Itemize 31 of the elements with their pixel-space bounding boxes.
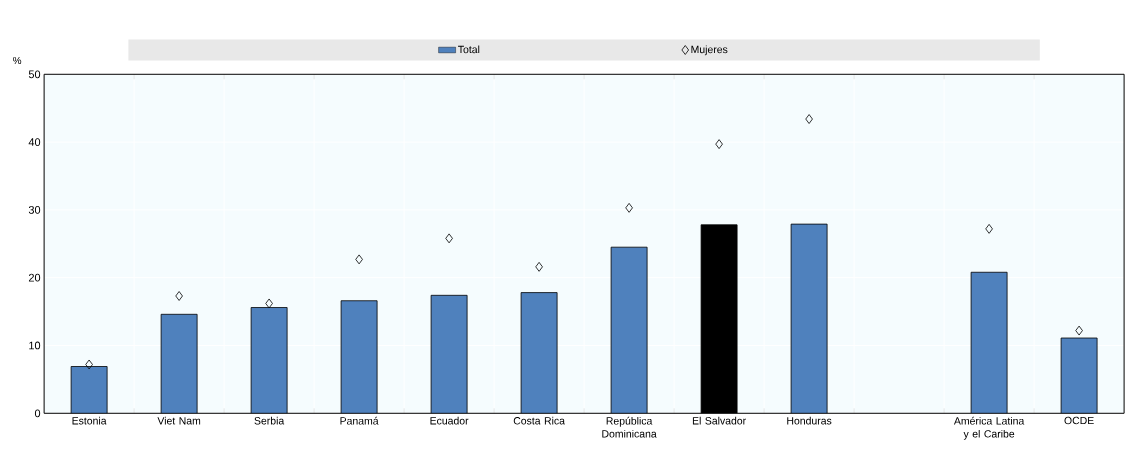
legend-label: Mujeres (691, 45, 728, 56)
y-tick-label: 10 (29, 341, 41, 350)
point (535, 261, 543, 272)
y-axis-title: % (13, 57, 22, 64)
x-tick-label: OCDE (1064, 416, 1094, 425)
point (625, 202, 633, 213)
point (715, 139, 723, 149)
x-tick-label: Honduras (787, 416, 832, 425)
y-tick-label: 30 (28, 206, 41, 214)
x-tick-label: Serbia (254, 416, 285, 425)
point (1075, 325, 1083, 336)
y-tick-label: 40 (28, 138, 41, 146)
x-tick-label: Ecuador (430, 416, 469, 425)
point (355, 254, 363, 265)
y-tick-label: 20 (28, 273, 41, 282)
point (985, 223, 993, 234)
point (805, 114, 813, 124)
point (85, 359, 93, 370)
legend-label: Total (458, 45, 480, 54)
point (265, 298, 273, 309)
point (445, 233, 453, 244)
x-tick-label: Viet Nam (157, 416, 201, 425)
x-tick-label: América Latina y el Caribe (953, 416, 1025, 440)
x-tick-label: República Dominicana (602, 416, 657, 438)
x-tick-label: El Salvador (692, 416, 746, 425)
point (175, 291, 183, 301)
x-tick-label: Costa Rica (513, 416, 565, 425)
y-tick-label: 0 (34, 409, 41, 418)
x-tick-label: Panamá (340, 416, 379, 425)
x-tick-label: Estonia (72, 416, 107, 425)
y-tick-label: 50 (28, 70, 41, 79)
